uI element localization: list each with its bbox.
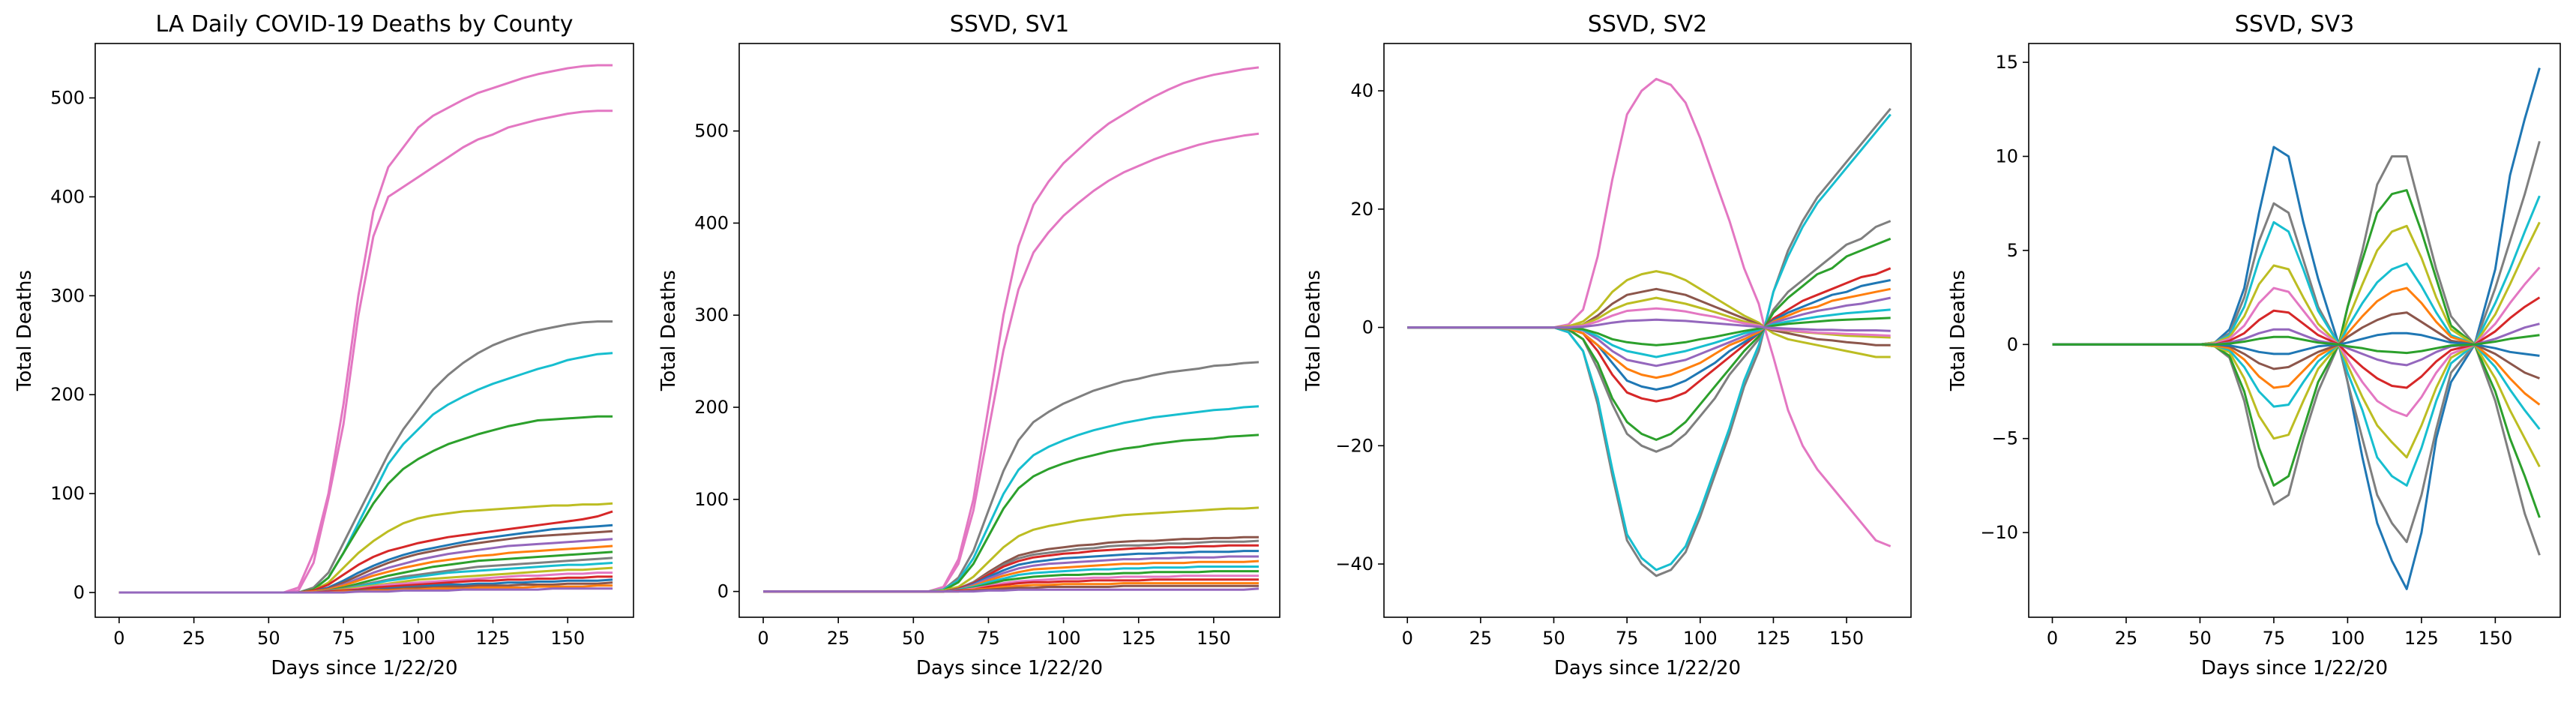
x-tick-label: 0: [113, 628, 124, 649]
chart-title: LA Daily COVID-19 Deaths by County: [155, 11, 573, 38]
y-axis-label: Total Deaths: [1947, 270, 1969, 392]
y-tick-label: 0: [73, 582, 85, 603]
series-line-15: [1407, 316, 1891, 346]
x-tick-label: 75: [977, 628, 1000, 649]
series-line-8: [1407, 279, 1891, 391]
series-line-1: [118, 64, 613, 594]
chart-panel-3: SSVD, SV2 0 25 50 75 100 125 150 −40 −20 0 20 40 Days…: [1302, 11, 1912, 680]
chart-title: SSVD, SV1: [950, 11, 1069, 38]
y-tick-label: −5: [1992, 428, 2018, 449]
series-line-2: [1407, 107, 1892, 578]
y-tick-label: 200: [50, 384, 85, 405]
y-tick-label: 200: [694, 397, 729, 418]
y-tick-label: 0: [1362, 317, 1373, 338]
y-tick-label: 0: [2007, 334, 2018, 355]
x-tick-label: 25: [827, 628, 850, 649]
y-tick-label: 500: [50, 88, 85, 109]
x-axis-label: Days since 1/22/20: [916, 657, 1103, 680]
y-tick-label: 20: [1350, 199, 1373, 220]
plot-frame: [94, 43, 634, 618]
x-tick-label: 150: [550, 628, 585, 649]
x-tick-label: 125: [1757, 628, 1791, 649]
y-tick-label: 0: [717, 581, 729, 602]
chart-panel-4: SSVD, SV3 0 25 50 75 100 125 150 −10 −5 0 5 10 15 Days…: [1947, 11, 2561, 680]
y-tick-label: 10: [1995, 146, 2018, 166]
series-line-21: [118, 587, 613, 594]
series-group: [763, 66, 1260, 593]
x-tick-label: 125: [1122, 628, 1156, 649]
chart-title: SSVD, SV2: [1588, 11, 1707, 38]
x-tick-label: 75: [2263, 628, 2286, 649]
y-tick-label: 400: [50, 186, 85, 207]
series-line-3: [1407, 113, 1892, 572]
y-tick-label: 100: [694, 489, 729, 510]
y-tick-label: 5: [2007, 240, 2018, 261]
x-tick-label: 150: [2478, 628, 2512, 649]
x-tick-label: 125: [2404, 628, 2439, 649]
x-tick-label: 0: [1402, 628, 1413, 649]
x-tick-label: 25: [182, 628, 205, 649]
x-tick-label: 0: [2047, 628, 2058, 649]
y-tick-label: −40: [1335, 554, 1373, 574]
y-tick-label: 500: [694, 121, 729, 142]
series-line-2: [763, 132, 1260, 593]
x-tick-label: 0: [757, 628, 768, 649]
x-axis-label: Days since 1/22/20: [1554, 657, 1741, 680]
y-axis-label: Total Deaths: [1302, 270, 1325, 392]
chart-title: SSVD, SV3: [2235, 11, 2354, 38]
series-line-1: [2052, 68, 2541, 590]
x-tick-label: 50: [1542, 628, 1565, 649]
series-line-7: [1407, 267, 1892, 403]
x-tick-label: 75: [332, 628, 355, 649]
y-tick-label: 15: [1995, 52, 2018, 73]
chart-panel-2: SSVD, SV1 0 25 50 75 100 125 150 0 100 200 300 400 50…: [657, 11, 1281, 680]
series-line-16: [1407, 318, 1891, 332]
plot-frame: [738, 43, 1281, 618]
plot-frame: [1383, 43, 1912, 618]
series-line-1: [1407, 77, 1892, 548]
series-line-15: [2052, 334, 2540, 355]
x-tick-label: 125: [476, 628, 511, 649]
y-axis-label: Total Deaths: [657, 270, 680, 392]
series-group: [1407, 77, 1892, 578]
chart-panel-1: LA Daily COVID-19 Deaths by County 0 25 50 7…: [13, 11, 634, 680]
y-tick-label: 300: [50, 285, 85, 306]
y-tick-label: 400: [694, 212, 729, 233]
y-tick-label: −10: [1980, 522, 2018, 543]
x-tick-label: 50: [257, 628, 280, 649]
y-tick-label: 100: [50, 483, 85, 504]
series-line-19: [763, 587, 1260, 593]
plot-frame: [2028, 43, 2561, 618]
series-line-2: [118, 110, 613, 594]
x-tick-label: 50: [902, 628, 925, 649]
y-axis-label: Total Deaths: [13, 270, 36, 392]
x-tick-label: 150: [1197, 628, 1231, 649]
x-tick-label: 100: [1683, 628, 1718, 649]
x-tick-label: 50: [2188, 628, 2212, 649]
y-tick-label: 300: [694, 304, 729, 326]
x-tick-label: 75: [1616, 628, 1639, 649]
y-tick-label: 40: [1350, 80, 1373, 101]
x-tick-label: 25: [1469, 628, 1493, 649]
series-line-4: [1407, 220, 1892, 453]
series-group: [118, 64, 613, 594]
x-tick-label: 150: [1829, 628, 1864, 649]
y-tick-label: −20: [1335, 435, 1373, 456]
x-axis-label: Days since 1/22/20: [2201, 657, 2388, 680]
x-tick-label: 100: [401, 628, 436, 649]
x-axis-label: Days since 1/22/20: [271, 657, 457, 680]
x-tick-label: 100: [1047, 628, 1081, 649]
x-tick-label: 100: [2330, 628, 2365, 649]
x-tick-label: 25: [2115, 628, 2138, 649]
series-group: [2052, 68, 2541, 590]
series-line-1: [763, 66, 1260, 593]
